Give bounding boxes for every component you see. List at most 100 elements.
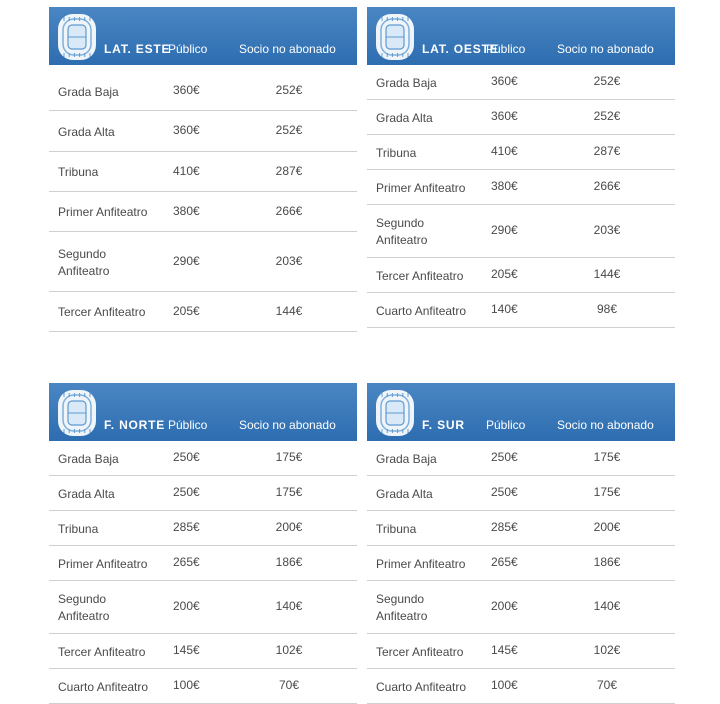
price-socio: 70€ <box>278 678 300 692</box>
table-row: Tercer Anfiteatro 145€ 102€ <box>49 634 357 669</box>
price-socio: 175€ <box>593 485 621 499</box>
panel-header: LAT. OESTE Público Socio no abonado <box>367 7 675 65</box>
price-socio: 287€ <box>275 163 303 178</box>
price-socio: 252€ <box>275 83 303 97</box>
row-label: Tercer Anfiteatro <box>58 644 146 659</box>
price-publico: 410€ <box>491 144 518 158</box>
price-publico: 380€ <box>491 179 518 193</box>
table-row: Tercer Anfiteatro 205€ 144€ <box>49 292 357 332</box>
table-row: Grada Alta 250€ 175€ <box>367 476 675 511</box>
row-label: Tercer Anfiteatro <box>58 305 146 319</box>
price-socio: 186€ <box>593 555 621 569</box>
price-socio: 287€ <box>593 144 621 158</box>
price-socio: 144€ <box>593 267 621 281</box>
price-publico: 285€ <box>491 520 518 534</box>
price-socio: 175€ <box>593 450 621 464</box>
price-publico: 290€ <box>491 223 518 237</box>
table-row: Cuarto Anfiteatro 100€ 70€ <box>367 669 675 704</box>
price-publico: 100€ <box>173 678 200 692</box>
price-publico: 205€ <box>491 267 518 281</box>
sector-name: LAT. OESTE <box>422 42 499 56</box>
price-socio: 186€ <box>275 555 303 569</box>
table-row: Grada Baja 360€ 252€ <box>49 72 357 111</box>
price-publico: 360€ <box>491 74 518 88</box>
panel-header: LAT. ESTE Público Socio no abonado <box>49 7 357 65</box>
row-label: Grada Baja <box>58 451 119 466</box>
panel-header: F. NORTE Público Socio no abonado <box>49 383 357 441</box>
table-row: Grada Baja 250€ 175€ <box>367 441 675 476</box>
price-publico: 200€ <box>491 599 518 613</box>
stadium-icon <box>376 390 414 436</box>
panel-header: F. SUR Público Socio no abonado <box>367 383 675 441</box>
price-socio: 266€ <box>275 203 303 218</box>
row-label: Tribuna <box>376 521 417 536</box>
price-publico: 205€ <box>173 303 200 318</box>
price-publico: 100€ <box>491 678 518 692</box>
column-header-socio: Socio no abonado <box>557 418 654 432</box>
column-header-publico: Público <box>486 418 526 432</box>
price-socio: 102€ <box>593 643 621 657</box>
row-label: Tribuna <box>58 521 99 536</box>
price-table: Grada Baja 250€ 175€ Grada Alta 250€ 175€ Trib… <box>367 441 675 704</box>
row-label: Grada Baja <box>376 451 437 466</box>
sector-name: F. NORTE <box>104 418 166 432</box>
price-publico: 200€ <box>173 599 200 613</box>
row-label: Tribuna <box>58 165 99 179</box>
column-header-publico: Público <box>486 42 526 56</box>
column-header-publico: Público <box>168 42 208 56</box>
row-label: Grada Baja <box>376 75 437 90</box>
table-row: Grada Baja 250€ 175€ <box>49 441 357 476</box>
table-row: Tercer Anfiteatro 205€ 144€ <box>367 258 675 293</box>
price-panel-lat-oeste: LAT. OESTE Público Socio no abonado Grad… <box>367 7 675 328</box>
price-publico: 410€ <box>173 163 200 178</box>
table-row: Grada Baja 360€ 252€ <box>367 65 675 100</box>
price-table: Grada Baja 360€ 252€ Grada Alta 360€ 252€ Trib… <box>49 65 357 332</box>
price-publico: 145€ <box>173 643 200 657</box>
table-row: Grada Alta 250€ 175€ <box>49 476 357 511</box>
price-publico: 360€ <box>491 109 518 123</box>
table-row: Tribuna 410€ 287€ <box>367 135 675 170</box>
table-row: Primer Anfiteatro 265€ 186€ <box>49 546 357 581</box>
price-publico: 360€ <box>173 123 200 137</box>
table-row: Primer Anfiteatro 265€ 186€ <box>367 546 675 581</box>
price-socio: 252€ <box>275 123 303 137</box>
price-publico: 285€ <box>173 520 200 534</box>
row-label: Grada Alta <box>58 124 115 139</box>
price-socio: 144€ <box>275 303 303 318</box>
row-label: Grada Alta <box>58 486 115 501</box>
price-socio: 203€ <box>593 223 621 237</box>
price-socio: 140€ <box>593 599 621 613</box>
table-row: Grada Alta 360€ 252€ <box>367 100 675 135</box>
price-publico: 250€ <box>173 485 200 499</box>
price-publico: 290€ <box>173 253 200 268</box>
table-row: Tribuna 285€ 200€ <box>49 511 357 546</box>
row-label: Grada Baja <box>58 84 119 99</box>
price-socio: 140€ <box>275 599 303 613</box>
price-table: Grada Baja 250€ 175€ Grada Alta 250€ 175€ Trib… <box>49 441 357 704</box>
row-label: Cuarto Anfiteatro <box>376 679 467 694</box>
price-socio: 175€ <box>275 450 303 464</box>
price-socio: 252€ <box>593 74 621 88</box>
row-label: Primer Anfiteatro <box>58 205 148 219</box>
row-label: Primer Anfiteatro <box>376 556 466 571</box>
row-label: Segundo Anfiteatro <box>58 592 110 623</box>
row-label: Primer Anfiteatro <box>376 180 466 195</box>
row-label: Grada Alta <box>376 110 433 125</box>
table-row: Segundo Anfiteatro 290€ 203€ <box>49 232 357 292</box>
table-row: Segundo Anfiteatro 200€ 140€ <box>367 581 675 634</box>
price-publico: 250€ <box>491 450 518 464</box>
column-header-socio: Socio no abonado <box>557 42 654 56</box>
price-publico: 250€ <box>173 450 200 464</box>
price-table: Grada Baja 360€ 252€ Grada Alta 360€ 252€ Trib… <box>367 65 675 328</box>
table-row: Primer Anfiteatro 380€ 266€ <box>49 192 357 232</box>
price-socio: 102€ <box>275 643 303 657</box>
price-publico: 140€ <box>491 302 518 316</box>
stadium-icon <box>58 14 96 60</box>
sector-name: F. SUR <box>422 418 465 432</box>
table-row: Segundo Anfiteatro 290€ 203€ <box>367 205 675 258</box>
price-socio: 70€ <box>596 678 618 692</box>
row-label: Segundo Anfiteatro <box>376 216 428 247</box>
table-row: Primer Anfiteatro 380€ 266€ <box>367 170 675 205</box>
price-publico: 380€ <box>173 203 200 218</box>
row-label: Tribuna <box>376 145 417 160</box>
